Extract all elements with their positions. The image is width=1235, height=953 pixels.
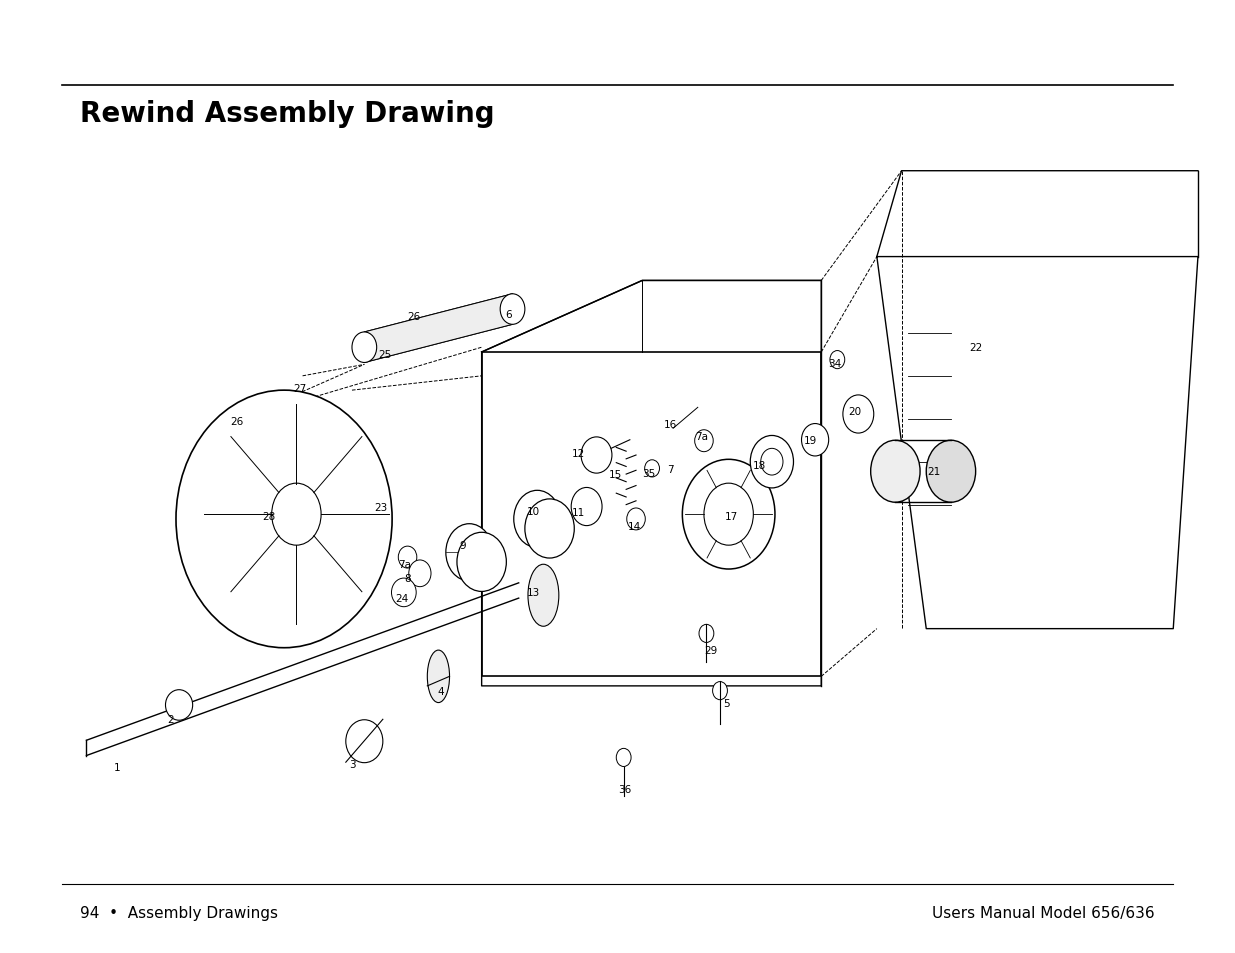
Text: 9: 9 [459, 540, 467, 550]
Ellipse shape [352, 333, 377, 363]
Ellipse shape [391, 578, 416, 607]
Text: 24: 24 [395, 594, 408, 603]
Text: 25: 25 [379, 350, 391, 359]
Ellipse shape [527, 564, 558, 627]
Ellipse shape [682, 459, 776, 570]
Text: 26: 26 [231, 416, 243, 426]
Text: 34: 34 [829, 359, 841, 369]
Ellipse shape [346, 720, 383, 762]
Ellipse shape [761, 449, 783, 476]
Text: 16: 16 [664, 419, 677, 429]
Ellipse shape [842, 395, 873, 434]
Text: 26: 26 [408, 312, 420, 321]
Ellipse shape [750, 436, 793, 489]
Text: 7: 7 [667, 465, 674, 475]
Text: 14: 14 [629, 521, 641, 531]
Text: 3: 3 [348, 760, 356, 769]
Text: 13: 13 [527, 588, 540, 598]
Text: 20: 20 [848, 407, 861, 416]
Text: 1: 1 [114, 762, 121, 772]
Text: 18: 18 [753, 460, 766, 470]
Text: 17: 17 [725, 512, 737, 521]
Text: 10: 10 [527, 507, 540, 517]
Text: Rewind Assembly Drawing: Rewind Assembly Drawing [80, 100, 495, 128]
Ellipse shape [580, 437, 613, 474]
Polygon shape [364, 294, 513, 363]
Ellipse shape [713, 682, 727, 700]
Ellipse shape [571, 488, 603, 526]
Ellipse shape [165, 690, 193, 720]
Ellipse shape [446, 524, 493, 581]
Ellipse shape [699, 625, 714, 642]
Ellipse shape [525, 499, 574, 558]
Text: 11: 11 [572, 508, 584, 517]
Ellipse shape [926, 440, 976, 503]
Text: 6: 6 [505, 310, 513, 319]
Ellipse shape [500, 294, 525, 325]
Text: 35: 35 [642, 469, 655, 478]
Text: 12: 12 [572, 449, 584, 458]
Text: 5: 5 [722, 699, 730, 708]
Text: 2: 2 [167, 715, 174, 724]
Text: 22: 22 [969, 343, 982, 353]
Text: 94  •  Assembly Drawings: 94 • Assembly Drawings [80, 905, 278, 921]
Ellipse shape [830, 352, 845, 370]
Ellipse shape [645, 460, 659, 477]
Text: 29: 29 [705, 645, 718, 655]
Ellipse shape [272, 484, 321, 545]
Ellipse shape [616, 749, 631, 766]
Text: 19: 19 [804, 436, 816, 445]
Text: 7a: 7a [695, 432, 708, 441]
Text: 23: 23 [374, 502, 387, 512]
Ellipse shape [398, 547, 416, 569]
Ellipse shape [457, 533, 506, 592]
Ellipse shape [427, 650, 450, 703]
Text: 15: 15 [609, 470, 621, 479]
Ellipse shape [704, 484, 753, 545]
Ellipse shape [871, 440, 920, 503]
Text: 7a: 7a [399, 559, 411, 569]
Ellipse shape [177, 391, 393, 648]
Text: 21: 21 [927, 467, 940, 476]
Ellipse shape [802, 424, 829, 456]
Text: Users Manual Model 656/636: Users Manual Model 656/636 [932, 905, 1155, 921]
Text: 28: 28 [263, 512, 275, 521]
Text: 4: 4 [437, 686, 445, 696]
Ellipse shape [626, 509, 645, 530]
Text: 8: 8 [404, 574, 411, 583]
Ellipse shape [409, 560, 431, 587]
Text: 36: 36 [619, 784, 631, 794]
Text: 27: 27 [294, 384, 306, 394]
Ellipse shape [694, 431, 713, 452]
Ellipse shape [514, 491, 561, 548]
